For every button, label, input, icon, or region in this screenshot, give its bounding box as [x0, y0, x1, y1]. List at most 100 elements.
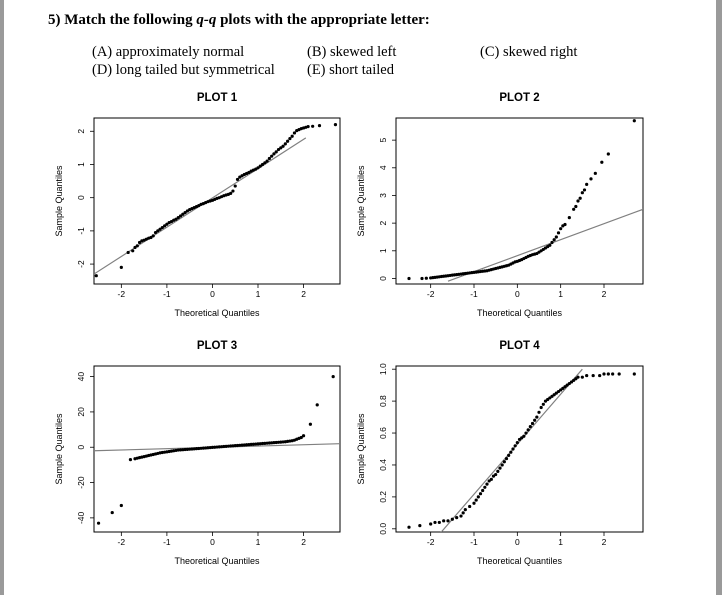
y-axis-label: Sample Quantiles: [54, 413, 64, 485]
x-tick-label: -2: [427, 537, 435, 547]
y-tick-label: -20: [76, 476, 86, 489]
data-point: [119, 503, 123, 508]
data-point: [254, 442, 258, 446]
data-point: [276, 440, 281, 444]
x-tick-label: -2: [118, 289, 126, 299]
data-point: [272, 441, 276, 445]
y-tick-label: 2: [76, 129, 86, 134]
data-point: [602, 372, 606, 376]
data-point: [229, 444, 233, 448]
data-point: [617, 372, 621, 376]
y-tick-label: 0: [378, 276, 388, 281]
data-point: [576, 199, 580, 203]
data-point: [242, 443, 246, 447]
data-point: [290, 134, 294, 138]
data-point: [272, 152, 276, 156]
data-point: [593, 171, 597, 175]
y-tick-label: -2: [76, 260, 86, 268]
plot-frame: [395, 365, 644, 533]
data-point: [524, 431, 528, 435]
y-axis-label: Sample Quantiles: [54, 165, 64, 237]
x-tick-label: 0: [210, 537, 215, 547]
data-point: [301, 434, 306, 438]
y-tick-label: 1: [76, 162, 86, 167]
data-point: [176, 448, 180, 452]
data-point: [281, 144, 285, 148]
data-point: [178, 448, 183, 452]
y-tick-label: 1.0: [378, 363, 388, 375]
data-point: [429, 522, 433, 526]
question-qq: q-q: [196, 12, 217, 28]
data-point: [231, 189, 235, 193]
data-point: [260, 441, 265, 446]
data-point: [251, 442, 256, 446]
data-point: [233, 184, 237, 188]
data-point: [572, 207, 576, 211]
x-tick-label: 2: [301, 289, 306, 299]
x-tick-label: 1: [256, 537, 261, 547]
data-point: [190, 447, 194, 451]
y-tick-label: 5: [378, 138, 388, 143]
data-point: [270, 154, 274, 158]
data-point: [299, 435, 303, 440]
data-point: [126, 250, 130, 255]
data-point: [424, 276, 428, 280]
data-point: [265, 159, 269, 163]
data-point: [183, 447, 187, 452]
data-point: [533, 418, 537, 422]
data-point: [135, 244, 139, 248]
data-point: [288, 136, 292, 141]
data-point: [233, 444, 237, 448]
plot-title: PLOT 4: [499, 340, 540, 352]
data-point: [511, 447, 515, 451]
data-point: [528, 425, 532, 429]
data-point: [530, 421, 535, 426]
data-point: [263, 161, 267, 165]
data-point: [578, 196, 582, 200]
data-point: [507, 453, 511, 457]
y-axis-label: Sample Quantiles: [356, 165, 366, 237]
data-point: [192, 447, 196, 451]
data-point: [585, 373, 589, 378]
data-point: [526, 428, 530, 432]
data-point: [585, 182, 589, 186]
choice-e: (E) short tailed: [307, 62, 394, 78]
data-point: [183, 211, 187, 215]
plot-4: PLOT 4 -2 -1 0 1 2 0.0 0.2 0.4 0.6 0.8 1.0 Theoretic…: [356, 340, 644, 566]
data-point: [632, 119, 636, 123]
y-tick-label: 0.6: [378, 427, 388, 439]
data-point: [215, 445, 219, 449]
data-point: [201, 446, 205, 450]
data-point: [279, 146, 283, 150]
data-point: [474, 498, 478, 502]
data-point: [433, 520, 437, 525]
data-point: [229, 191, 233, 195]
data-point: [260, 162, 265, 167]
x-tick-label: 0: [515, 289, 520, 299]
data-point: [539, 405, 543, 410]
x-axis-label: Theoretical Quantiles: [477, 556, 563, 566]
data-point: [554, 235, 558, 239]
data-point: [632, 372, 636, 376]
data-point: [317, 124, 322, 128]
data-point: [283, 142, 287, 146]
data-point: [535, 415, 539, 419]
y-tick-label: 0.4: [378, 459, 388, 471]
data-point: [247, 442, 251, 447]
data-point: [606, 372, 610, 376]
y-tick-label: -1: [76, 227, 86, 235]
data-point: [222, 444, 226, 449]
choice-b: (B) skewed left: [307, 44, 397, 60]
y-tick-label: 20: [76, 407, 86, 417]
data-point: [110, 510, 114, 515]
data-point: [494, 472, 498, 477]
data-point: [483, 485, 487, 489]
plot-frame: [395, 117, 644, 285]
y-tick-label: 0.0: [378, 523, 388, 535]
data-point: [160, 225, 164, 230]
data-point: [522, 434, 526, 438]
data-point: [591, 373, 595, 378]
data-point: [489, 477, 493, 481]
data-point: [459, 514, 463, 518]
y-tick-label: 3: [378, 193, 388, 198]
